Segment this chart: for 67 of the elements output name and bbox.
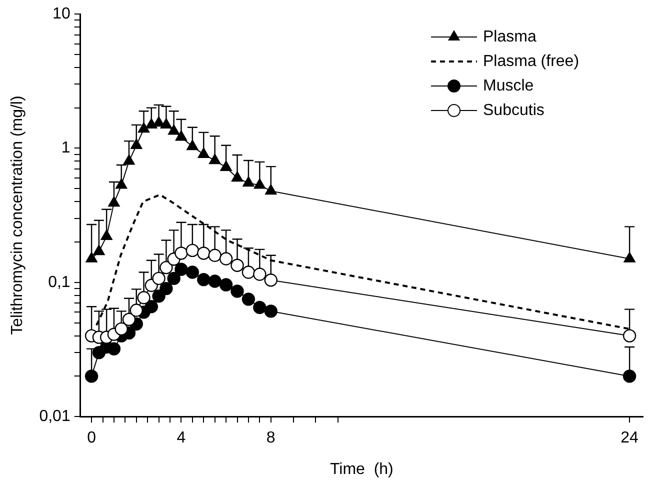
point bbox=[130, 304, 143, 317]
point bbox=[122, 312, 136, 326]
point bbox=[160, 260, 173, 274]
point bbox=[186, 244, 200, 258]
point bbox=[622, 329, 636, 342]
x-tick-label: 4 bbox=[176, 430, 186, 447]
point bbox=[198, 148, 210, 158]
point bbox=[230, 258, 244, 272]
point bbox=[86, 252, 98, 262]
point bbox=[265, 184, 277, 195]
point bbox=[624, 252, 636, 262]
point bbox=[174, 262, 188, 276]
point bbox=[208, 248, 222, 262]
point bbox=[116, 178, 128, 189]
point bbox=[209, 154, 221, 164]
y-tick-label: 0,01 bbox=[39, 408, 70, 426]
point bbox=[219, 252, 233, 266]
legend-label: Subcutis bbox=[483, 102, 544, 119]
point bbox=[230, 284, 244, 298]
point bbox=[231, 171, 244, 182]
point bbox=[160, 118, 172, 129]
x-tick-label: 8 bbox=[266, 430, 276, 447]
point bbox=[84, 370, 98, 383]
point bbox=[264, 274, 278, 287]
point bbox=[186, 266, 200, 279]
point bbox=[208, 274, 222, 288]
point bbox=[138, 122, 150, 133]
legend-label: Plasma (free) bbox=[483, 52, 580, 70]
point bbox=[197, 272, 210, 286]
point bbox=[242, 266, 256, 279]
point bbox=[144, 300, 158, 314]
point bbox=[186, 140, 198, 150]
point bbox=[114, 322, 128, 336]
point bbox=[220, 160, 232, 171]
point bbox=[254, 178, 266, 189]
legend-label: Muscle bbox=[483, 77, 534, 94]
point bbox=[152, 290, 166, 303]
point bbox=[264, 304, 278, 318]
point bbox=[107, 342, 121, 356]
point bbox=[100, 230, 112, 240]
x-tick-label: 0 bbox=[87, 430, 96, 447]
point bbox=[167, 272, 180, 286]
point bbox=[108, 196, 120, 207]
point bbox=[219, 278, 233, 292]
point bbox=[93, 244, 105, 256]
y-tick-label: 10 bbox=[52, 5, 70, 22]
y-axis-title: Telithromycin concentration (mg/l) bbox=[9, 96, 26, 335]
x-tick-label: 24 bbox=[620, 430, 639, 447]
point bbox=[174, 246, 188, 260]
point bbox=[253, 268, 266, 281]
point bbox=[242, 176, 254, 187]
point bbox=[160, 282, 173, 296]
legend-label: Plasma bbox=[483, 28, 536, 46]
point bbox=[175, 130, 188, 141]
point bbox=[152, 272, 166, 286]
point bbox=[253, 300, 266, 314]
point bbox=[123, 154, 135, 165]
point bbox=[130, 138, 142, 149]
point bbox=[146, 118, 158, 129]
x-axis-title: Time (h) bbox=[330, 460, 394, 478]
point bbox=[242, 292, 256, 306]
point bbox=[197, 246, 210, 260]
point bbox=[622, 370, 636, 383]
point bbox=[137, 291, 150, 304]
y-tick-label: 0,1 bbox=[48, 274, 70, 291]
y-tick-label: 1 bbox=[61, 140, 70, 157]
point bbox=[168, 124, 180, 135]
